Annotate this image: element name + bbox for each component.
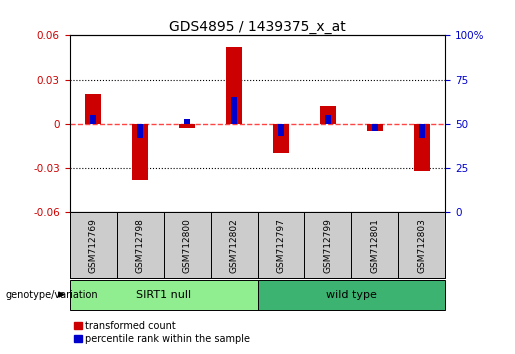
Bar <box>70 280 258 310</box>
Title: GDS4895 / 1439375_x_at: GDS4895 / 1439375_x_at <box>169 21 346 34</box>
Bar <box>419 124 425 138</box>
Text: SIRT1 null: SIRT1 null <box>136 290 191 300</box>
Legend: transformed count, percentile rank within the sample: transformed count, percentile rank withi… <box>72 319 252 346</box>
Bar <box>132 124 148 180</box>
Text: GSM712801: GSM712801 <box>370 218 380 273</box>
Bar <box>304 212 352 278</box>
Bar <box>325 115 331 124</box>
Text: genotype/variation: genotype/variation <box>5 290 98 299</box>
Bar <box>367 124 383 131</box>
Bar <box>352 212 399 278</box>
Bar <box>211 212 258 278</box>
Bar <box>258 212 304 278</box>
Bar <box>278 124 284 136</box>
Bar <box>231 97 237 124</box>
Bar <box>414 124 430 171</box>
Bar <box>164 212 211 278</box>
Text: GSM712803: GSM712803 <box>418 218 426 273</box>
Bar <box>90 115 96 124</box>
Bar <box>85 95 101 124</box>
Text: GSM712802: GSM712802 <box>230 218 238 273</box>
Text: wild type: wild type <box>326 290 377 300</box>
Bar <box>399 212 445 278</box>
Bar <box>226 47 242 124</box>
Bar <box>372 124 378 131</box>
Bar <box>320 106 336 124</box>
Bar <box>184 119 190 124</box>
Text: GSM712800: GSM712800 <box>182 218 192 273</box>
Bar <box>273 124 289 153</box>
Text: GSM712799: GSM712799 <box>323 218 333 273</box>
Text: GSM712798: GSM712798 <box>135 218 145 273</box>
Bar <box>179 124 195 128</box>
Bar <box>70 212 116 278</box>
Bar <box>116 212 164 278</box>
Bar <box>137 124 143 138</box>
Bar <box>258 280 445 310</box>
Text: GSM712769: GSM712769 <box>89 218 97 273</box>
Text: GSM712797: GSM712797 <box>277 218 285 273</box>
